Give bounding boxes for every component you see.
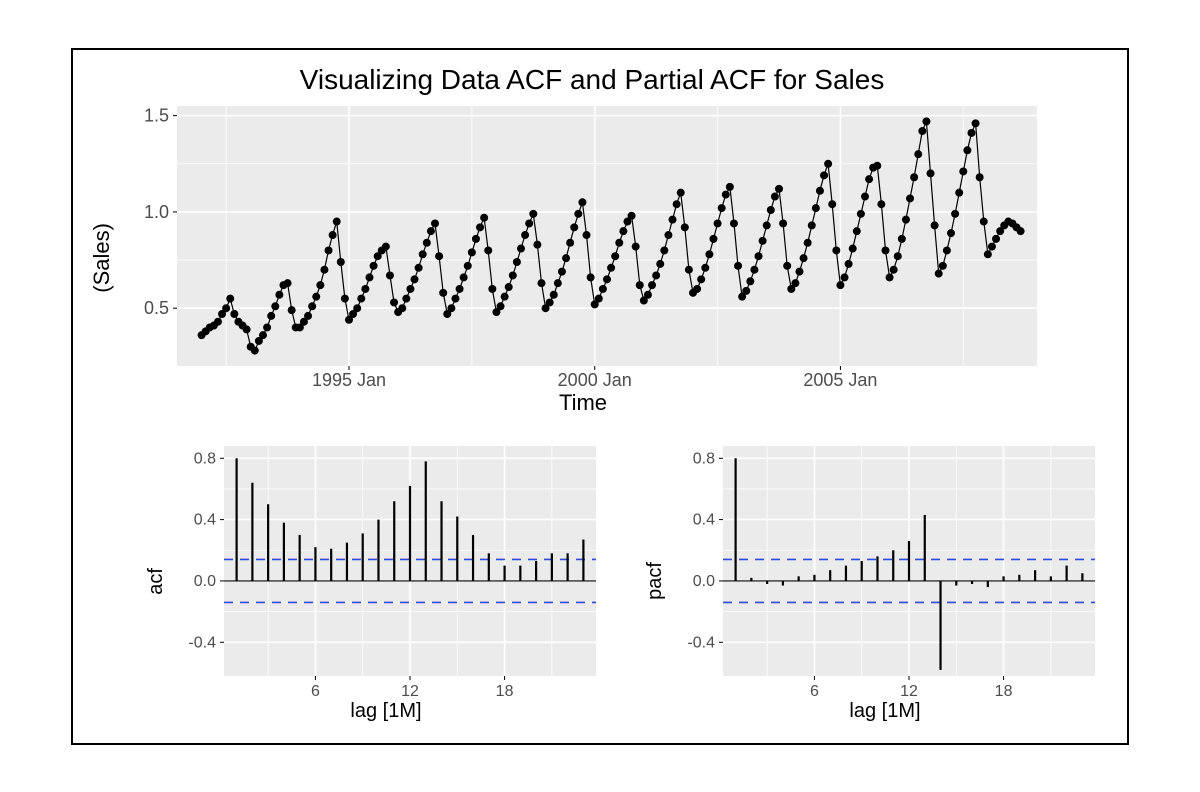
svg-text:18: 18 [496,683,514,698]
svg-text:0.8: 0.8 [693,450,715,467]
svg-text:0.5: 0.5 [144,298,169,318]
pacf-group: pacf -0.4 0.0 0.4 0.8 6 12 18 lag [1M] [640,440,1099,723]
svg-text:1.0: 1.0 [144,201,169,221]
svg-text:6: 6 [311,683,320,698]
svg-text:1.5: 1.5 [144,105,169,125]
svg-text:6: 6 [810,683,819,698]
svg-text:0.0: 0.0 [693,572,715,589]
figure-title: Visualizing Data ACF and Partial ACF for… [85,64,1099,96]
svg-text:0.4: 0.4 [693,511,715,528]
pacf-xlabel: lag [1M] [849,700,920,723]
svg-text:-0.4: -0.4 [687,634,715,651]
svg-text:0.4: 0.4 [194,511,216,528]
svg-text:1995 Jan: 1995 Jan [312,370,386,388]
timeseries-row: (Sales) 0.5 1.0 1.5 1995 Jan 2000 Jan 2005 Ja… [85,100,1099,416]
svg-text:0.0: 0.0 [194,572,216,589]
svg-text:2005 Jan: 2005 Jan [803,370,877,388]
pacf-ylabel: pacf [640,562,671,600]
pacf-plot: -0.4 0.0 0.4 0.8 6 12 18 [671,440,1099,698]
timeseries-xlabel: Time [559,390,607,416]
svg-text:0.8: 0.8 [194,450,216,467]
svg-text:-0.4: -0.4 [188,634,216,651]
timeseries-ylabel: (Sales) [85,223,119,293]
acf-plot: -0.4 0.0 0.4 0.8 6 12 18 [172,440,600,698]
figure-frame: Visualizing Data ACF and Partial ACF for… [71,48,1129,745]
acf-ylabel: acf [141,568,172,595]
acf-group: acf -0.4 0.0 0.4 0.8 6 12 18 lag [1M] [141,440,600,723]
svg-text:2000 Jan: 2000 Jan [558,370,632,388]
svg-text:18: 18 [995,683,1013,698]
svg-text:12: 12 [401,683,419,698]
timeseries-plot: 0.5 1.0 1.5 1995 Jan 2000 Jan 2005 Jan [119,100,1047,388]
acf-xlabel: lag [1M] [350,700,421,723]
svg-text:12: 12 [900,683,918,698]
acf-pacf-row: acf -0.4 0.0 0.4 0.8 6 12 18 lag [1M] pacf -0.… [85,440,1099,723]
